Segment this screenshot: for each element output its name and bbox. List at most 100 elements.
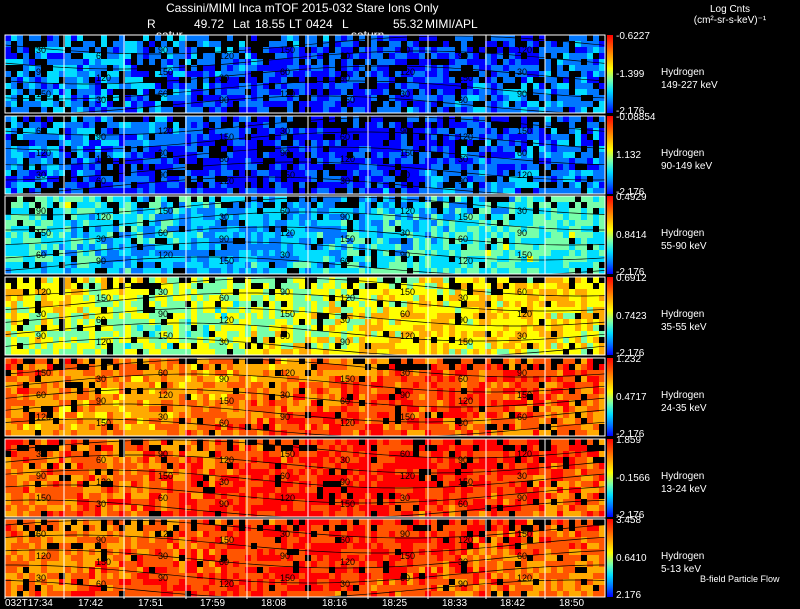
heatmap-cells	[5, 519, 605, 597]
contour-label: 30	[219, 477, 229, 487]
contour-label: 90	[340, 212, 350, 222]
colorbar-mid-label: -0.1566	[616, 473, 650, 484]
contour-label: 120	[36, 551, 51, 561]
colorbar-mid-label: -1.399	[616, 69, 645, 80]
contour-label: 60	[36, 529, 46, 539]
contour-label: 120	[458, 535, 473, 545]
contour-label: 120	[517, 309, 532, 319]
contour-label: 60	[340, 535, 350, 545]
colorbar-min-label: -2.176	[616, 106, 645, 117]
x-tick-label: 18:42	[500, 598, 526, 609]
x-tick-label: 17:51	[138, 598, 164, 609]
x-tick-label: 18:16	[322, 598, 348, 609]
contour-label: 30	[96, 499, 106, 509]
contour-label: 120	[219, 176, 234, 186]
contour-label: 90	[458, 176, 468, 186]
contour-label: 150	[36, 228, 51, 238]
contour-label: 60	[158, 493, 168, 503]
colorbar-min-label: -2.176	[616, 187, 645, 198]
contour-label: 30	[36, 170, 46, 180]
contour-label: 90	[219, 499, 229, 509]
contour-label: 30	[340, 176, 350, 186]
x-tick-label: 18:08	[261, 598, 287, 609]
contour-label: 30	[219, 212, 229, 222]
contour-label: 60	[96, 315, 106, 325]
lt-value: 0424	[306, 17, 333, 31]
contour-label: 90	[36, 331, 46, 341]
contour-label: 30	[400, 228, 410, 238]
colorbar-max-label: 1.859	[616, 435, 642, 446]
contour-label: 150	[36, 368, 51, 378]
contour-label: 30	[340, 579, 350, 589]
species-label: Hydrogen	[661, 67, 705, 78]
contour-label: 60	[517, 551, 527, 561]
heatmap-cells	[5, 358, 605, 436]
pitch-angle-contours: 150 60 120 30 90 150 60 120 30 90 150 60 120 30 90 150 6…	[4, 358, 606, 438]
contour-label: 60	[219, 293, 229, 303]
colorbar	[607, 196, 613, 274]
contour-label: 30	[96, 95, 106, 105]
contour-label: 60	[36, 126, 46, 136]
contour-label: 30	[458, 557, 468, 567]
contour-label: 90	[158, 170, 168, 180]
contour-label: 90	[517, 368, 527, 378]
l-value: 55.32	[393, 17, 424, 31]
colorbar-max-label: 3.458	[616, 515, 642, 526]
lat-label: Lat	[233, 17, 250, 31]
x-tick-label: 18:33	[442, 598, 468, 609]
contour-label: 90	[400, 126, 410, 136]
contour-label: 60	[280, 471, 290, 481]
contour-label: 90	[158, 309, 168, 319]
contour-label: 30	[400, 89, 410, 99]
contour-label: 150	[340, 95, 355, 105]
contour-label: 150	[340, 234, 355, 244]
contour-label: 90	[400, 250, 410, 260]
lat-value: 18.55	[255, 17, 286, 31]
contour-label: 120	[400, 331, 415, 341]
contour-label: 90	[219, 374, 229, 384]
contour-label: 120	[96, 337, 111, 347]
pitch-angle-contours: 90 150 60 120 30 90 150 60 120 30 90 150 60 120 30 90 15…	[4, 196, 606, 276]
contour-label: 120	[458, 396, 473, 406]
contour-label: 150	[517, 390, 532, 400]
contour-label: 150	[96, 418, 111, 428]
contour-label: 60	[158, 368, 168, 378]
energy-range-label: 13-24 keV	[661, 484, 707, 495]
contour-label: 150	[36, 493, 51, 503]
contour-label: 90	[96, 132, 106, 142]
contour-label: 60	[340, 132, 350, 142]
contour-label: 90	[158, 45, 168, 55]
contour-label: 90	[400, 529, 410, 539]
contour-label: 120	[36, 412, 51, 422]
contour-label: 30	[280, 126, 290, 136]
contour-label: 90	[96, 256, 106, 266]
contour-label: 30	[158, 148, 168, 158]
contour-label: 120	[280, 368, 295, 378]
contour-label: 90	[219, 234, 229, 244]
contour-label: 120	[96, 73, 111, 83]
lt-label: LT	[289, 17, 303, 31]
org-label: MIMI/APL	[425, 17, 478, 31]
contour-label: 150	[340, 374, 355, 384]
heatmap-cells	[5, 116, 605, 194]
contour-label: 120	[280, 89, 295, 99]
contour-label: 90	[280, 412, 290, 422]
contour-label: 150	[219, 256, 234, 266]
contour-label: 30	[340, 315, 350, 325]
contour-label: 30	[458, 418, 468, 428]
contour-label: 30	[517, 206, 527, 216]
contour-label: 60	[96, 579, 106, 589]
contour-label: 90	[36, 471, 46, 481]
contour-label: 60	[340, 256, 350, 266]
contour-label: 60	[400, 573, 410, 583]
colorbar	[607, 277, 613, 355]
panel-6: 30 90 150 60 120 30 90 150 60 120 30 90 150 60 120 30 90…	[4, 438, 613, 519]
contour-label: 120	[458, 256, 473, 266]
contour-label: 150	[280, 170, 295, 180]
contour-label: 30	[96, 374, 106, 384]
units-line-1: Log Cnts	[709, 4, 751, 15]
contour-label: 150	[96, 293, 111, 303]
contour-label: 60	[219, 418, 229, 428]
contour-label: 120	[400, 67, 415, 77]
contour-label: 120	[219, 51, 234, 61]
